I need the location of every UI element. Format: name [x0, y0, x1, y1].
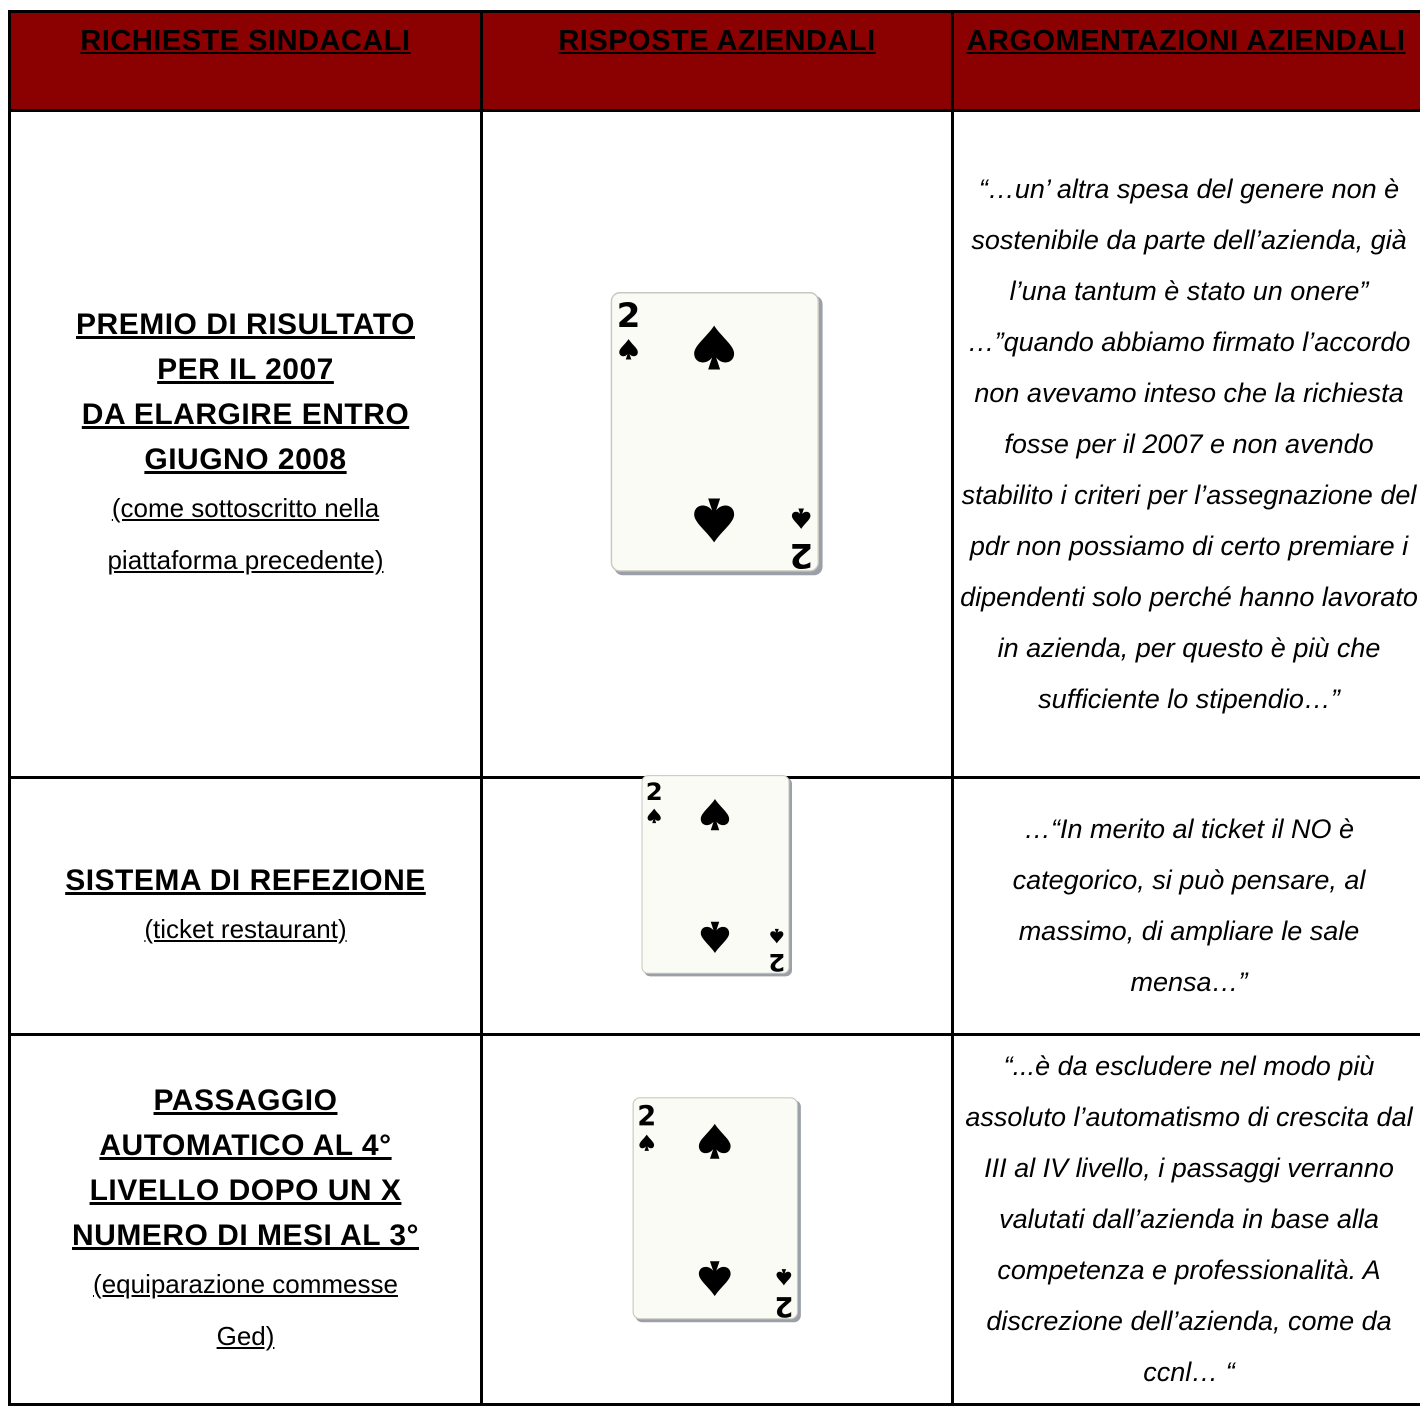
- argument-text: “...è da escludere nel modo più assoluto…: [954, 1041, 1420, 1398]
- header-row: RICHIESTE SINDACALI RISPOSTE AZIENDALI A…: [10, 12, 1420, 111]
- playing-card: 22: [632, 1095, 802, 1325]
- card-corner: 2: [789, 508, 813, 574]
- playing-card: 22: [641, 774, 793, 978]
- request-line: PREMIO DI RISULTATO: [11, 302, 480, 347]
- request-line: SISTEMA DI REFEZIONE: [11, 858, 480, 903]
- card-rank: 2: [768, 948, 785, 977]
- card-rank: 2: [617, 296, 641, 336]
- request-line: PER IL 2007: [11, 347, 480, 392]
- argument-text: …“In merito al ticket il NO è categorico…: [954, 804, 1420, 1008]
- card-corner: 2: [774, 1269, 793, 1321]
- argument-text: “…un’ altra spesa del genere non è soste…: [954, 164, 1420, 725]
- card-rank: 2: [637, 1101, 656, 1132]
- argument-cell: …“In merito al ticket il NO è categorico…: [953, 778, 1420, 1035]
- request-line: LIVELLO DOPO UN X: [11, 1168, 480, 1213]
- header-cell: ARGOMENTAZIONI AZIENDALI: [953, 12, 1420, 111]
- request-line: AUTOMATICO AL 4°: [11, 1123, 480, 1168]
- request-cell: SISTEMA DI REFEZIONE(ticket restaurant): [10, 778, 482, 1035]
- request-line: GIUGNO 2008: [11, 437, 480, 482]
- card-rank: 2: [789, 535, 813, 575]
- playing-card: 22: [610, 290, 824, 578]
- request-note: (come sottoscritto nella piattaforma pre…: [11, 482, 480, 586]
- argument-cell: “…un’ altra spesa del genere non è soste…: [953, 111, 1420, 778]
- table-row: SISTEMA DI REFEZIONE(ticket restaurant)2…: [10, 778, 1420, 1035]
- document: RICHIESTE SINDACALI RISPOSTE AZIENDALI A…: [8, 10, 1420, 1406]
- card-corner: 2: [768, 929, 785, 977]
- request-note: (ticket restaurant): [11, 903, 480, 955]
- request-line: NUMERO DI MESI AL 3°: [11, 1213, 480, 1258]
- header-cell: RISPOSTE AZIENDALI: [482, 12, 953, 111]
- comparison-table: RICHIESTE SINDACALI RISPOSTE AZIENDALI A…: [8, 10, 1420, 1406]
- header-cell: RICHIESTE SINDACALI: [10, 12, 482, 111]
- request-note: (equiparazione commesse Ged): [11, 1258, 480, 1362]
- request-line: PASSAGGIO: [11, 1078, 480, 1123]
- request-line: DA ELARGIRE ENTRO: [11, 392, 480, 437]
- card-rank: 2: [774, 1290, 793, 1321]
- argument-cell: “...è da escludere nel modo più assoluto…: [953, 1035, 1420, 1405]
- card-rank: 2: [646, 777, 663, 806]
